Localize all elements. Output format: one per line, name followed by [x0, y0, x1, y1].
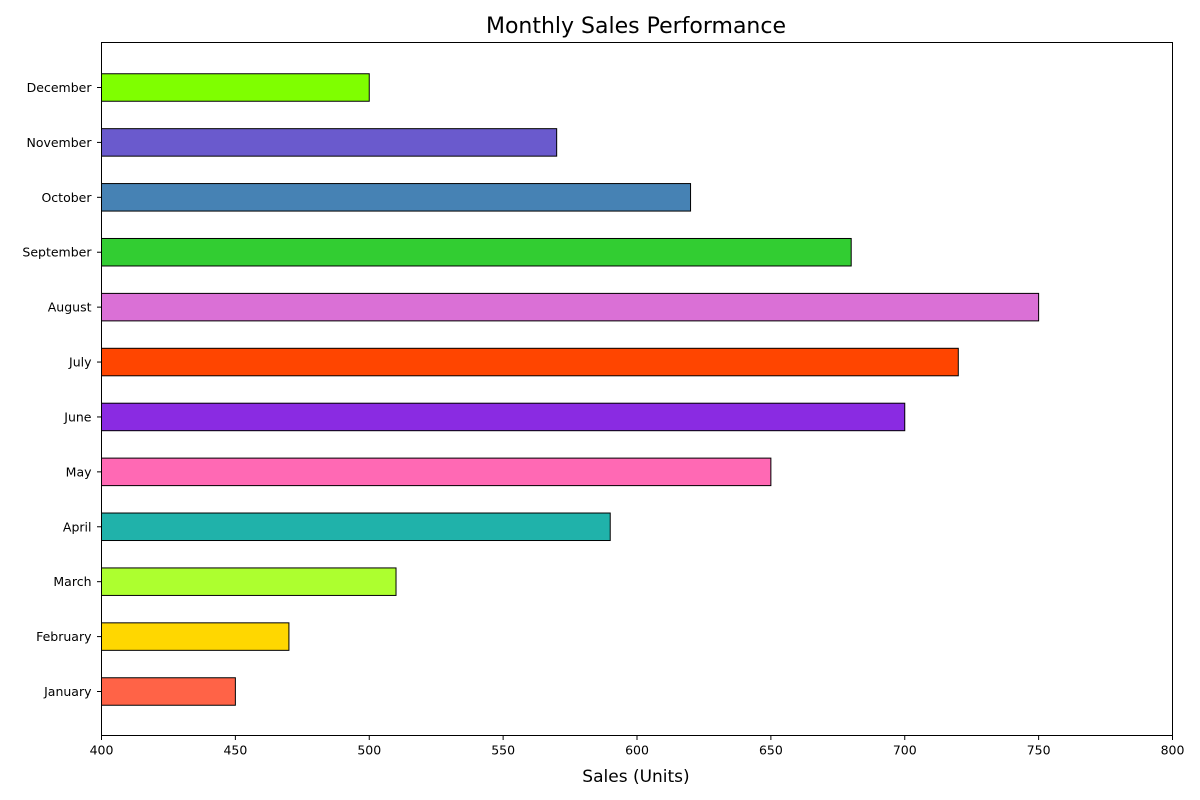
y-tick-label: November: [26, 135, 92, 150]
x-tick-label: 650: [759, 743, 783, 758]
bar-december: [101, 73, 370, 102]
x-tick-label: 700: [893, 743, 917, 758]
y-tick-label: April: [63, 519, 92, 534]
bar-april: [101, 512, 611, 542]
bar-august: [101, 292, 1040, 322]
bar-july: [101, 347, 959, 377]
bar-february: [101, 622, 290, 651]
y-tick-label: July: [68, 355, 92, 370]
x-tick-label: 800: [1161, 743, 1185, 758]
y-tick-label: February: [36, 629, 92, 644]
bar-march: [101, 567, 397, 596]
y-tick-label: December: [27, 80, 93, 95]
x-axis-label: Sales (Units): [582, 767, 689, 787]
bar-november: [101, 128, 558, 157]
x-tick-label: 550: [491, 743, 515, 758]
bar-september: [101, 237, 852, 267]
y-axis: January February March April May June July Augu…: [22, 80, 102, 699]
y-tick-label: May: [66, 464, 92, 479]
x-tick-label: 750: [1027, 743, 1051, 758]
y-tick-label: August: [48, 300, 92, 315]
bar-june: [101, 402, 906, 432]
chart-title: Monthly Sales Performance: [486, 14, 786, 39]
bar-may: [101, 457, 772, 487]
y-tick-label: September: [22, 245, 92, 260]
y-tick-label: June: [63, 409, 92, 424]
bars-group: [101, 73, 1040, 706]
bar-october: [101, 183, 692, 212]
x-tick-label: 600: [625, 743, 649, 758]
y-tick-label: March: [53, 574, 91, 589]
y-tick-label: January: [43, 684, 92, 699]
x-axis: 400 450 500 550 600 650 700 750 800: [90, 735, 1185, 758]
x-tick-label: 500: [357, 743, 381, 758]
x-tick-label: 450: [223, 743, 247, 758]
bar-january: [101, 677, 236, 706]
x-tick-label: 400: [90, 743, 114, 758]
y-tick-label: October: [41, 190, 92, 205]
